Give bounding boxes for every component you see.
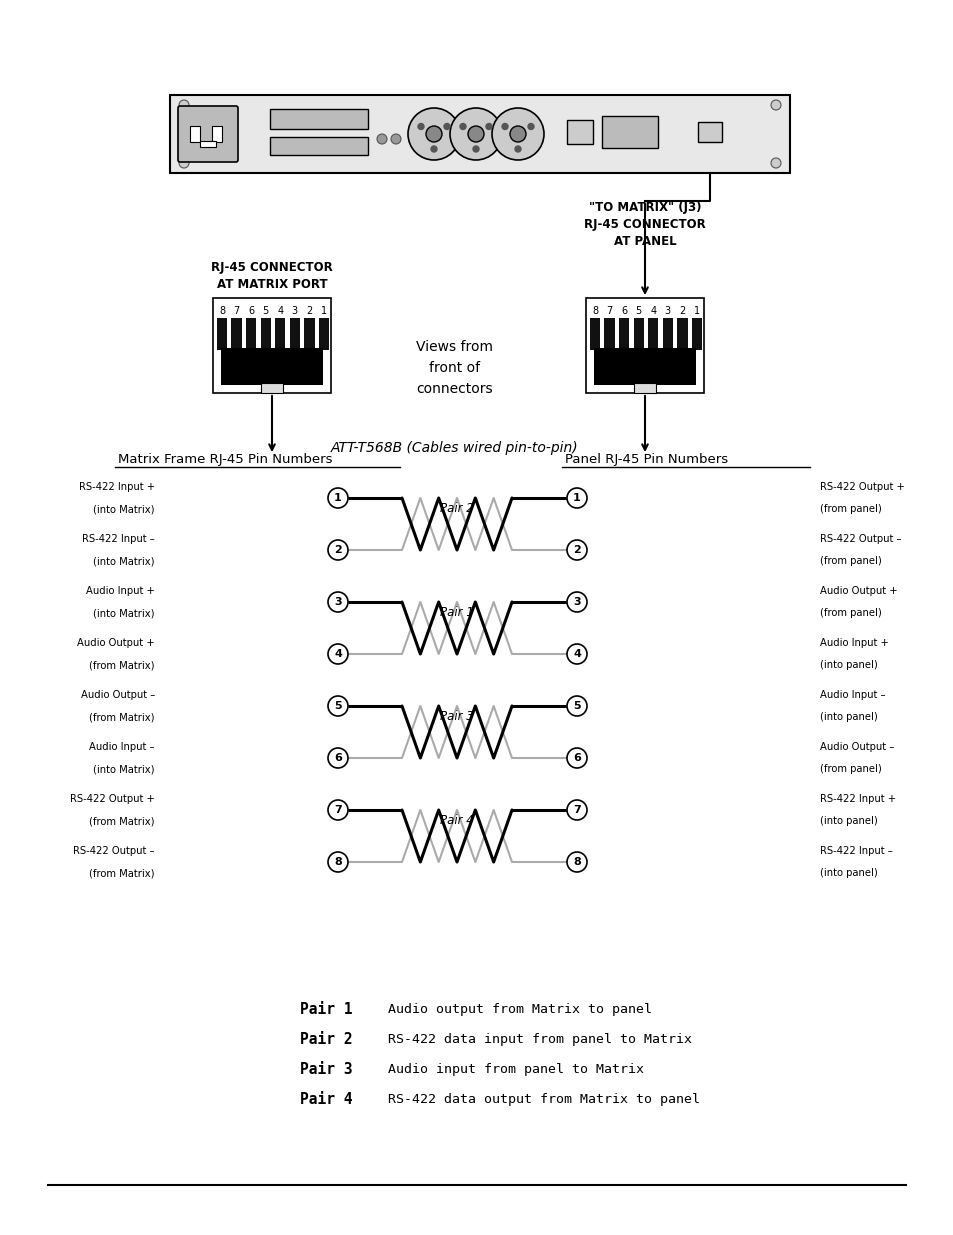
Text: Matrix Frame RJ-45 Pin Numbers: Matrix Frame RJ-45 Pin Numbers [118, 453, 333, 466]
Bar [633, 317, 643, 350]
Text: Panel RJ-45 Pin Numbers: Panel RJ-45 Pin Numbers [564, 453, 727, 466]
Circle shape [328, 800, 348, 820]
Text: RS-422 Input +: RS-422 Input + [820, 794, 895, 804]
Bar [270, 109, 368, 128]
Bar [634, 383, 656, 393]
Bar [601, 116, 658, 148]
Circle shape [566, 592, 586, 613]
Text: "TO MATRIX" (J3)
RJ-45 CONNECTOR
AT PANEL: "TO MATRIX" (J3) RJ-45 CONNECTOR AT PANE… [583, 201, 705, 248]
Circle shape [426, 126, 441, 142]
Circle shape [566, 852, 586, 872]
Text: Audio Input –: Audio Input – [90, 742, 154, 752]
Text: 2: 2 [306, 306, 313, 316]
Text: Audio Output –: Audio Output – [81, 690, 154, 700]
Circle shape [376, 135, 387, 144]
Text: 7: 7 [606, 306, 612, 316]
Text: Audio Input +: Audio Input + [820, 638, 888, 648]
Circle shape [328, 852, 348, 872]
Bar [170, 95, 789, 173]
Text: RJ-45 CONNECTOR
AT MATRIX PORT: RJ-45 CONNECTOR AT MATRIX PORT [211, 261, 333, 291]
Text: 1: 1 [320, 306, 327, 316]
Text: 1: 1 [693, 306, 700, 316]
Text: (from panel): (from panel) [820, 764, 881, 774]
Bar [274, 317, 285, 350]
Text: RS-422 Input –: RS-422 Input – [820, 846, 892, 856]
Circle shape [566, 697, 586, 716]
Text: 4: 4 [573, 650, 580, 659]
Text: 6: 6 [573, 753, 580, 763]
Bar [698, 122, 721, 142]
Text: (from Matrix): (from Matrix) [90, 816, 154, 826]
Bar [594, 348, 696, 385]
Circle shape [179, 158, 189, 168]
Text: Pair 1: Pair 1 [299, 1003, 352, 1018]
Bar [261, 383, 283, 393]
Text: (into Matrix): (into Matrix) [93, 608, 154, 618]
Bar [260, 317, 271, 350]
Text: 7: 7 [233, 306, 239, 316]
Text: RS-422 data input from panel to Matrix: RS-422 data input from panel to Matrix [388, 1034, 691, 1046]
Bar [216, 317, 227, 350]
Circle shape [566, 800, 586, 820]
Text: (from panel): (from panel) [820, 504, 881, 514]
Circle shape [566, 540, 586, 559]
Bar [318, 317, 329, 350]
Bar [647, 317, 658, 350]
Text: (into Matrix): (into Matrix) [93, 764, 154, 774]
Circle shape [566, 488, 586, 508]
Text: 3: 3 [664, 306, 670, 316]
Bar [566, 120, 593, 144]
Text: RS-422 Output –: RS-422 Output – [73, 846, 154, 856]
Text: 7: 7 [334, 805, 341, 815]
Text: Pair 2: Pair 2 [439, 501, 474, 515]
Text: (into panel): (into panel) [820, 816, 877, 826]
Text: Audio Output +: Audio Output + [820, 585, 897, 597]
Text: 2: 2 [573, 545, 580, 555]
Text: 7: 7 [573, 805, 580, 815]
Circle shape [328, 643, 348, 664]
Text: (from panel): (from panel) [820, 556, 881, 566]
Text: Audio Input +: Audio Input + [86, 585, 154, 597]
Text: 1: 1 [573, 493, 580, 503]
Text: 8: 8 [334, 857, 341, 867]
Text: 6: 6 [248, 306, 253, 316]
Bar [691, 317, 701, 350]
Text: Audio Input –: Audio Input – [820, 690, 884, 700]
Text: RS-422 Output +: RS-422 Output + [71, 794, 154, 804]
Text: 8: 8 [591, 306, 598, 316]
Text: 6: 6 [620, 306, 626, 316]
Circle shape [515, 146, 520, 152]
Circle shape [391, 135, 400, 144]
Text: 3: 3 [573, 597, 580, 606]
Bar [190, 126, 200, 142]
Bar [246, 317, 256, 350]
Bar [589, 317, 599, 350]
Text: (into panel): (into panel) [820, 713, 877, 722]
Bar [677, 317, 687, 350]
Bar [221, 348, 323, 385]
Bar [662, 317, 672, 350]
Circle shape [510, 126, 525, 142]
Text: Audio Output +: Audio Output + [77, 638, 154, 648]
Text: 3: 3 [292, 306, 297, 316]
Circle shape [473, 146, 478, 152]
Text: Pair 3: Pair 3 [439, 709, 474, 722]
Text: 5: 5 [573, 701, 580, 711]
Text: RS-422 Output –: RS-422 Output – [820, 534, 901, 543]
Circle shape [431, 146, 436, 152]
Circle shape [179, 100, 189, 110]
Text: Pair 4: Pair 4 [299, 1093, 352, 1108]
Text: Pair 1: Pair 1 [439, 605, 474, 619]
Text: 6: 6 [334, 753, 341, 763]
Text: (into panel): (into panel) [820, 868, 877, 878]
Text: 5: 5 [635, 306, 641, 316]
Circle shape [328, 697, 348, 716]
Bar [304, 317, 314, 350]
Circle shape [770, 100, 781, 110]
Circle shape [485, 124, 492, 130]
Circle shape [408, 107, 459, 161]
FancyBboxPatch shape [178, 106, 237, 162]
Bar [585, 298, 703, 393]
Circle shape [468, 126, 483, 142]
Circle shape [328, 488, 348, 508]
